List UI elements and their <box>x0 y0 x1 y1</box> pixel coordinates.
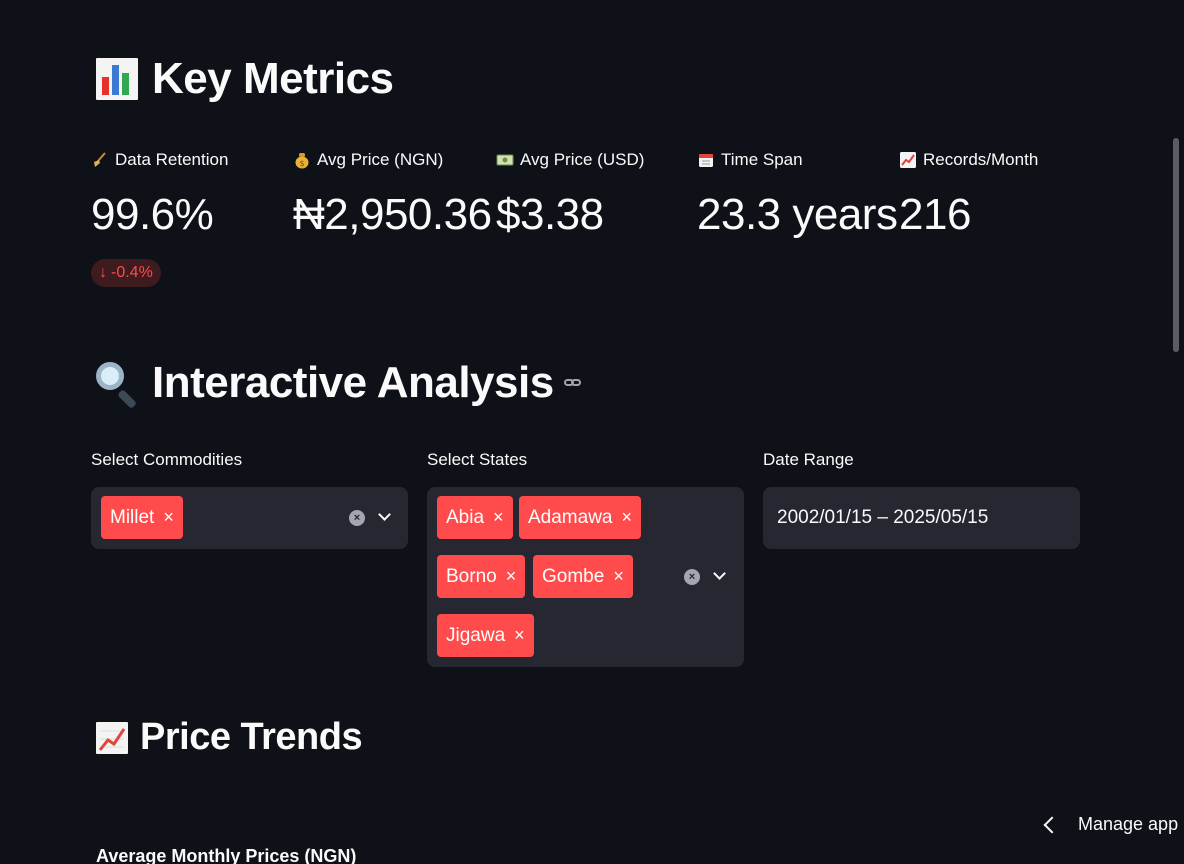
magnifier-icon <box>94 360 140 409</box>
trend-chart-icon <box>899 151 917 169</box>
tag-label: Borno <box>446 566 497 587</box>
state-tag[interactable]: Abia × <box>437 496 513 539</box>
tag-label: Adamawa <box>528 507 613 528</box>
metric-value: 99.6% <box>91 190 214 239</box>
interactive-analysis-heading: Interactive Analysis <box>94 358 582 409</box>
arrow-down-icon: ↓ <box>99 264 107 281</box>
metric-records-month: Records/Month 216 <box>899 148 1038 240</box>
metric-data-retention: Data Retention 99.6% <box>91 148 228 240</box>
clear-all-icon[interactable]: × <box>349 510 365 526</box>
state-tag[interactable]: Jigawa × <box>437 614 534 657</box>
manage-app-label: Manage app <box>1078 814 1179 834</box>
chevron-down-icon[interactable] <box>713 569 725 581</box>
state-tag[interactable]: Borno × <box>437 555 526 598</box>
state-tag[interactable]: Adamawa × <box>519 496 642 539</box>
metric-label: Avg Price (USD) <box>520 150 645 169</box>
clear-all-icon[interactable]: × <box>684 569 700 585</box>
svg-text:$: $ <box>299 159 304 168</box>
chevron-down-icon[interactable] <box>378 510 390 522</box>
state-tag[interactable]: Gombe × <box>533 555 633 598</box>
states-multiselect[interactable]: Abia × Adamawa × Borno × Gombe × Jigawa … <box>427 487 744 667</box>
date-range-input[interactable]: 2002/01/15 – 2025/05/15 <box>763 487 1080 549</box>
delta-badge: ↓ -0.4% <box>91 259 161 287</box>
bar-chart-icon <box>94 56 140 102</box>
remove-tag-icon[interactable]: × <box>514 625 525 645</box>
metric-avg-price-ngn: $ Avg Price (NGN) ₦2,950.36 <box>293 148 492 240</box>
commodities-label: Select Commodities <box>91 450 243 469</box>
metric-label: Records/Month <box>923 150 1039 169</box>
scrollbar[interactable] <box>1173 138 1179 352</box>
metric-value: $3.38 <box>496 190 604 239</box>
price-trends-title: Price Trends <box>140 716 363 758</box>
calendar-icon <box>697 151 715 169</box>
remove-tag-icon[interactable]: × <box>505 566 517 586</box>
remove-tag-icon[interactable]: × <box>613 566 624 586</box>
metric-label: Data Retention <box>115 150 229 169</box>
commodity-tag[interactable]: Millet × <box>101 496 183 539</box>
date-range-value: 2002/01/15 – 2025/05/15 <box>777 507 989 528</box>
chart-subtitle: Average Monthly Prices (NGN) <box>96 846 357 864</box>
states-label: Select States <box>427 450 528 469</box>
manage-app-button[interactable]: Manage app <box>1040 814 1178 835</box>
remove-tag-icon[interactable]: × <box>621 507 633 527</box>
key-metrics-heading: Key Metrics <box>94 54 394 104</box>
metric-value: ₦2,950.36 <box>293 190 492 239</box>
key-metrics-title: Key Metrics <box>152 54 394 103</box>
metric-time-span: Time Span 23.3 years <box>697 148 898 240</box>
banknote-icon <box>496 151 514 169</box>
remove-tag-icon[interactable]: × <box>493 507 504 527</box>
metric-label: Time Span <box>721 150 803 169</box>
metric-value: 23.3 years <box>697 190 898 239</box>
anchor-link-icon[interactable] <box>563 374 582 392</box>
remove-tag-icon[interactable]: × <box>163 507 174 527</box>
date-range-label: Date Range <box>763 450 854 469</box>
interactive-analysis-title: Interactive Analysis <box>152 358 554 407</box>
metric-value: 216 <box>899 190 971 239</box>
chevron-left-icon <box>1043 816 1061 833</box>
metric-avg-price-usd: Avg Price (USD) $3.38 <box>496 148 644 240</box>
tag-label: Jigawa <box>446 625 506 646</box>
money-bag-icon: $ <box>293 151 311 169</box>
metric-label: Avg Price (NGN) <box>317 150 444 169</box>
tag-label: Abia <box>446 507 485 528</box>
broom-icon <box>91 151 109 169</box>
price-trends-heading: Price Trends <box>94 716 363 759</box>
trend-chart-icon <box>94 719 130 756</box>
tag-label: Gombe <box>542 566 605 587</box>
tag-label: Millet <box>110 507 155 528</box>
commodities-multiselect[interactable]: Millet × × <box>91 487 408 549</box>
delta-value: -0.4% <box>111 264 153 281</box>
